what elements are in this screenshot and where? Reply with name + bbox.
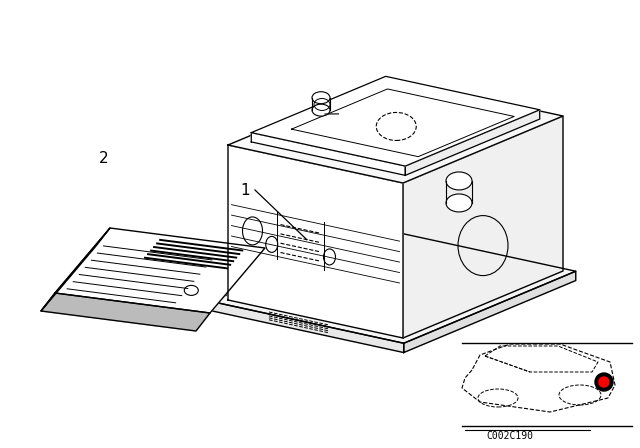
Polygon shape [211,302,404,353]
Ellipse shape [312,92,330,103]
Polygon shape [211,229,576,343]
Polygon shape [228,78,563,183]
Ellipse shape [312,104,330,116]
Text: C002C190: C002C190 [486,431,534,441]
Circle shape [599,377,609,387]
Circle shape [595,373,613,391]
Polygon shape [403,116,563,338]
Ellipse shape [446,194,472,212]
Polygon shape [55,228,265,313]
Polygon shape [228,145,403,338]
Text: 2: 2 [99,151,108,165]
Polygon shape [404,271,576,353]
Polygon shape [41,228,110,311]
Polygon shape [252,133,405,175]
Polygon shape [41,293,210,331]
Ellipse shape [446,172,472,190]
Polygon shape [405,110,540,175]
Text: 1: 1 [241,182,250,198]
Polygon shape [252,76,540,166]
